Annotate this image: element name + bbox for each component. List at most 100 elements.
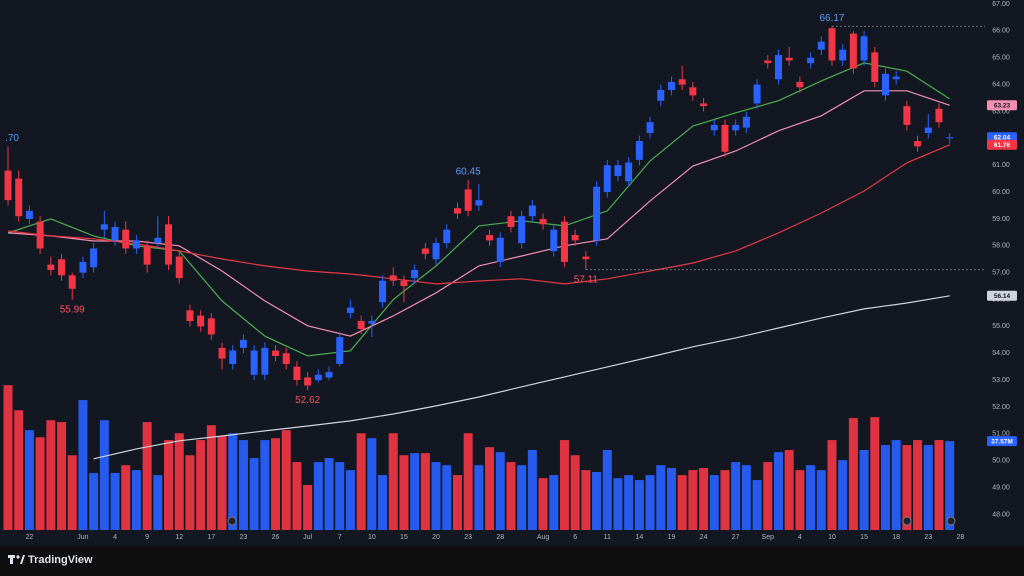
volume-bar (731, 462, 741, 530)
x-tick-label: 7 (338, 534, 342, 541)
volume-bar (24, 430, 34, 530)
y-tick-label: 52.00 (992, 404, 1010, 411)
volume-bar (131, 470, 141, 530)
logo-part (20, 555, 25, 564)
candle-body (250, 350, 258, 375)
volume-bar (602, 450, 612, 530)
price-tag-box (987, 290, 1017, 301)
candle-body (667, 81, 675, 90)
volume-bar (249, 458, 259, 530)
candle-body (175, 256, 183, 279)
candle-body (625, 162, 633, 182)
candle-body (165, 224, 173, 265)
event-icon (902, 516, 912, 526)
candle-body (732, 124, 740, 131)
y-tick-label: 63.00 (992, 108, 1010, 115)
volume-bar (859, 450, 869, 530)
price-tag: 56.14 (994, 293, 1011, 300)
volume-bar (367, 438, 377, 530)
candle-body (389, 275, 397, 281)
volume-bar (399, 455, 409, 530)
candle-body (721, 124, 729, 152)
candle-body (4, 170, 12, 201)
x-tick-label: 9 (145, 534, 149, 541)
volume-bar (260, 440, 270, 530)
volume-bar (410, 453, 420, 530)
candle-body (239, 339, 247, 348)
candle-body (36, 221, 44, 249)
moving-average-line (7, 90, 950, 337)
volume-bar (217, 436, 227, 530)
volume-bar (431, 462, 441, 530)
volume-bar (763, 462, 773, 530)
candle-body (346, 307, 354, 313)
y-tick-label: 67.00 (992, 1, 1010, 8)
candle-body (871, 52, 879, 82)
volume-bar (281, 430, 291, 530)
candle-body (635, 141, 643, 160)
volume-bar (549, 475, 559, 530)
volume-bar (292, 462, 302, 530)
candle-body (379, 280, 387, 303)
candle-body (314, 374, 322, 381)
candle-body (539, 218, 547, 225)
volume-bar (271, 438, 281, 530)
volume-bar (699, 468, 709, 530)
x-tick-label: 19 (668, 534, 676, 541)
x-tick-label: Sep (762, 534, 775, 541)
candle-body (903, 106, 911, 125)
volume-bar (185, 455, 195, 530)
candle-body (849, 33, 857, 69)
volume-bar (174, 433, 184, 530)
brand-logo[interactable]: TradingView (8, 554, 93, 566)
volume-bar (709, 475, 719, 530)
volume-bar (613, 478, 623, 530)
brand-name: TradingView (28, 554, 93, 566)
y-tick-label: 54.00 (992, 350, 1010, 357)
y-tick-label: 48.00 (992, 511, 1010, 518)
x-tick-label: 17 (207, 534, 215, 541)
candle-body (154, 237, 162, 244)
volume-bar (570, 455, 580, 530)
volume-tag: 37.57M (991, 438, 1013, 445)
x-tick-label: 14 (635, 534, 643, 541)
price-annotation: .70 (5, 133, 19, 144)
y-tick-label: 61.00 (992, 162, 1010, 169)
candle-body (336, 337, 344, 364)
y-tick-label: 57.00 (992, 269, 1010, 276)
candle-body (79, 261, 87, 273)
candle-body (261, 347, 269, 375)
candle-body (828, 28, 836, 61)
candle-body (143, 245, 151, 265)
volume-bar (35, 437, 45, 530)
candle-body (593, 186, 601, 241)
candle-body (700, 103, 708, 107)
moving-average-line (7, 144, 950, 285)
price-annotation: 57.11 (574, 274, 599, 285)
candle-body (15, 178, 23, 217)
candle-body (764, 60, 772, 64)
candle-body (207, 318, 215, 335)
candle-body (646, 122, 654, 133)
x-tick-label: 12 (175, 534, 183, 541)
volume-bar (378, 475, 388, 530)
volume-bar (110, 472, 120, 530)
x-tick-label: 10 (368, 534, 376, 541)
volume-bar (206, 425, 216, 530)
volume-bar (891, 440, 901, 530)
volume-bar (816, 470, 826, 530)
y-tick-label: 64.00 (992, 81, 1010, 88)
candle-body (742, 116, 750, 128)
candle-body (90, 248, 98, 268)
price-annotation: 55.99 (60, 304, 85, 315)
moving-average-line (7, 62, 951, 357)
candle-body (100, 224, 108, 230)
candle-body (678, 79, 686, 85)
candle-body (368, 321, 376, 324)
volume-bar (870, 417, 880, 530)
volume-bar (99, 420, 109, 530)
volume-bar (356, 433, 366, 530)
volume-tag-box (987, 436, 1017, 447)
volume-bar (164, 440, 174, 530)
